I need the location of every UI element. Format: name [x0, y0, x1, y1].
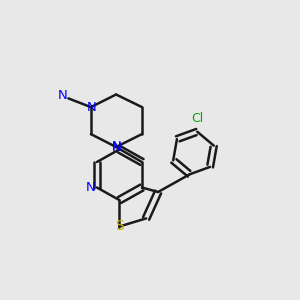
Text: N: N: [58, 89, 68, 102]
Text: Cl: Cl: [192, 112, 204, 125]
Text: N: N: [112, 141, 121, 154]
Text: N: N: [86, 100, 96, 114]
Text: N: N: [85, 181, 95, 194]
Text: N: N: [112, 140, 121, 154]
Text: S: S: [116, 220, 124, 233]
